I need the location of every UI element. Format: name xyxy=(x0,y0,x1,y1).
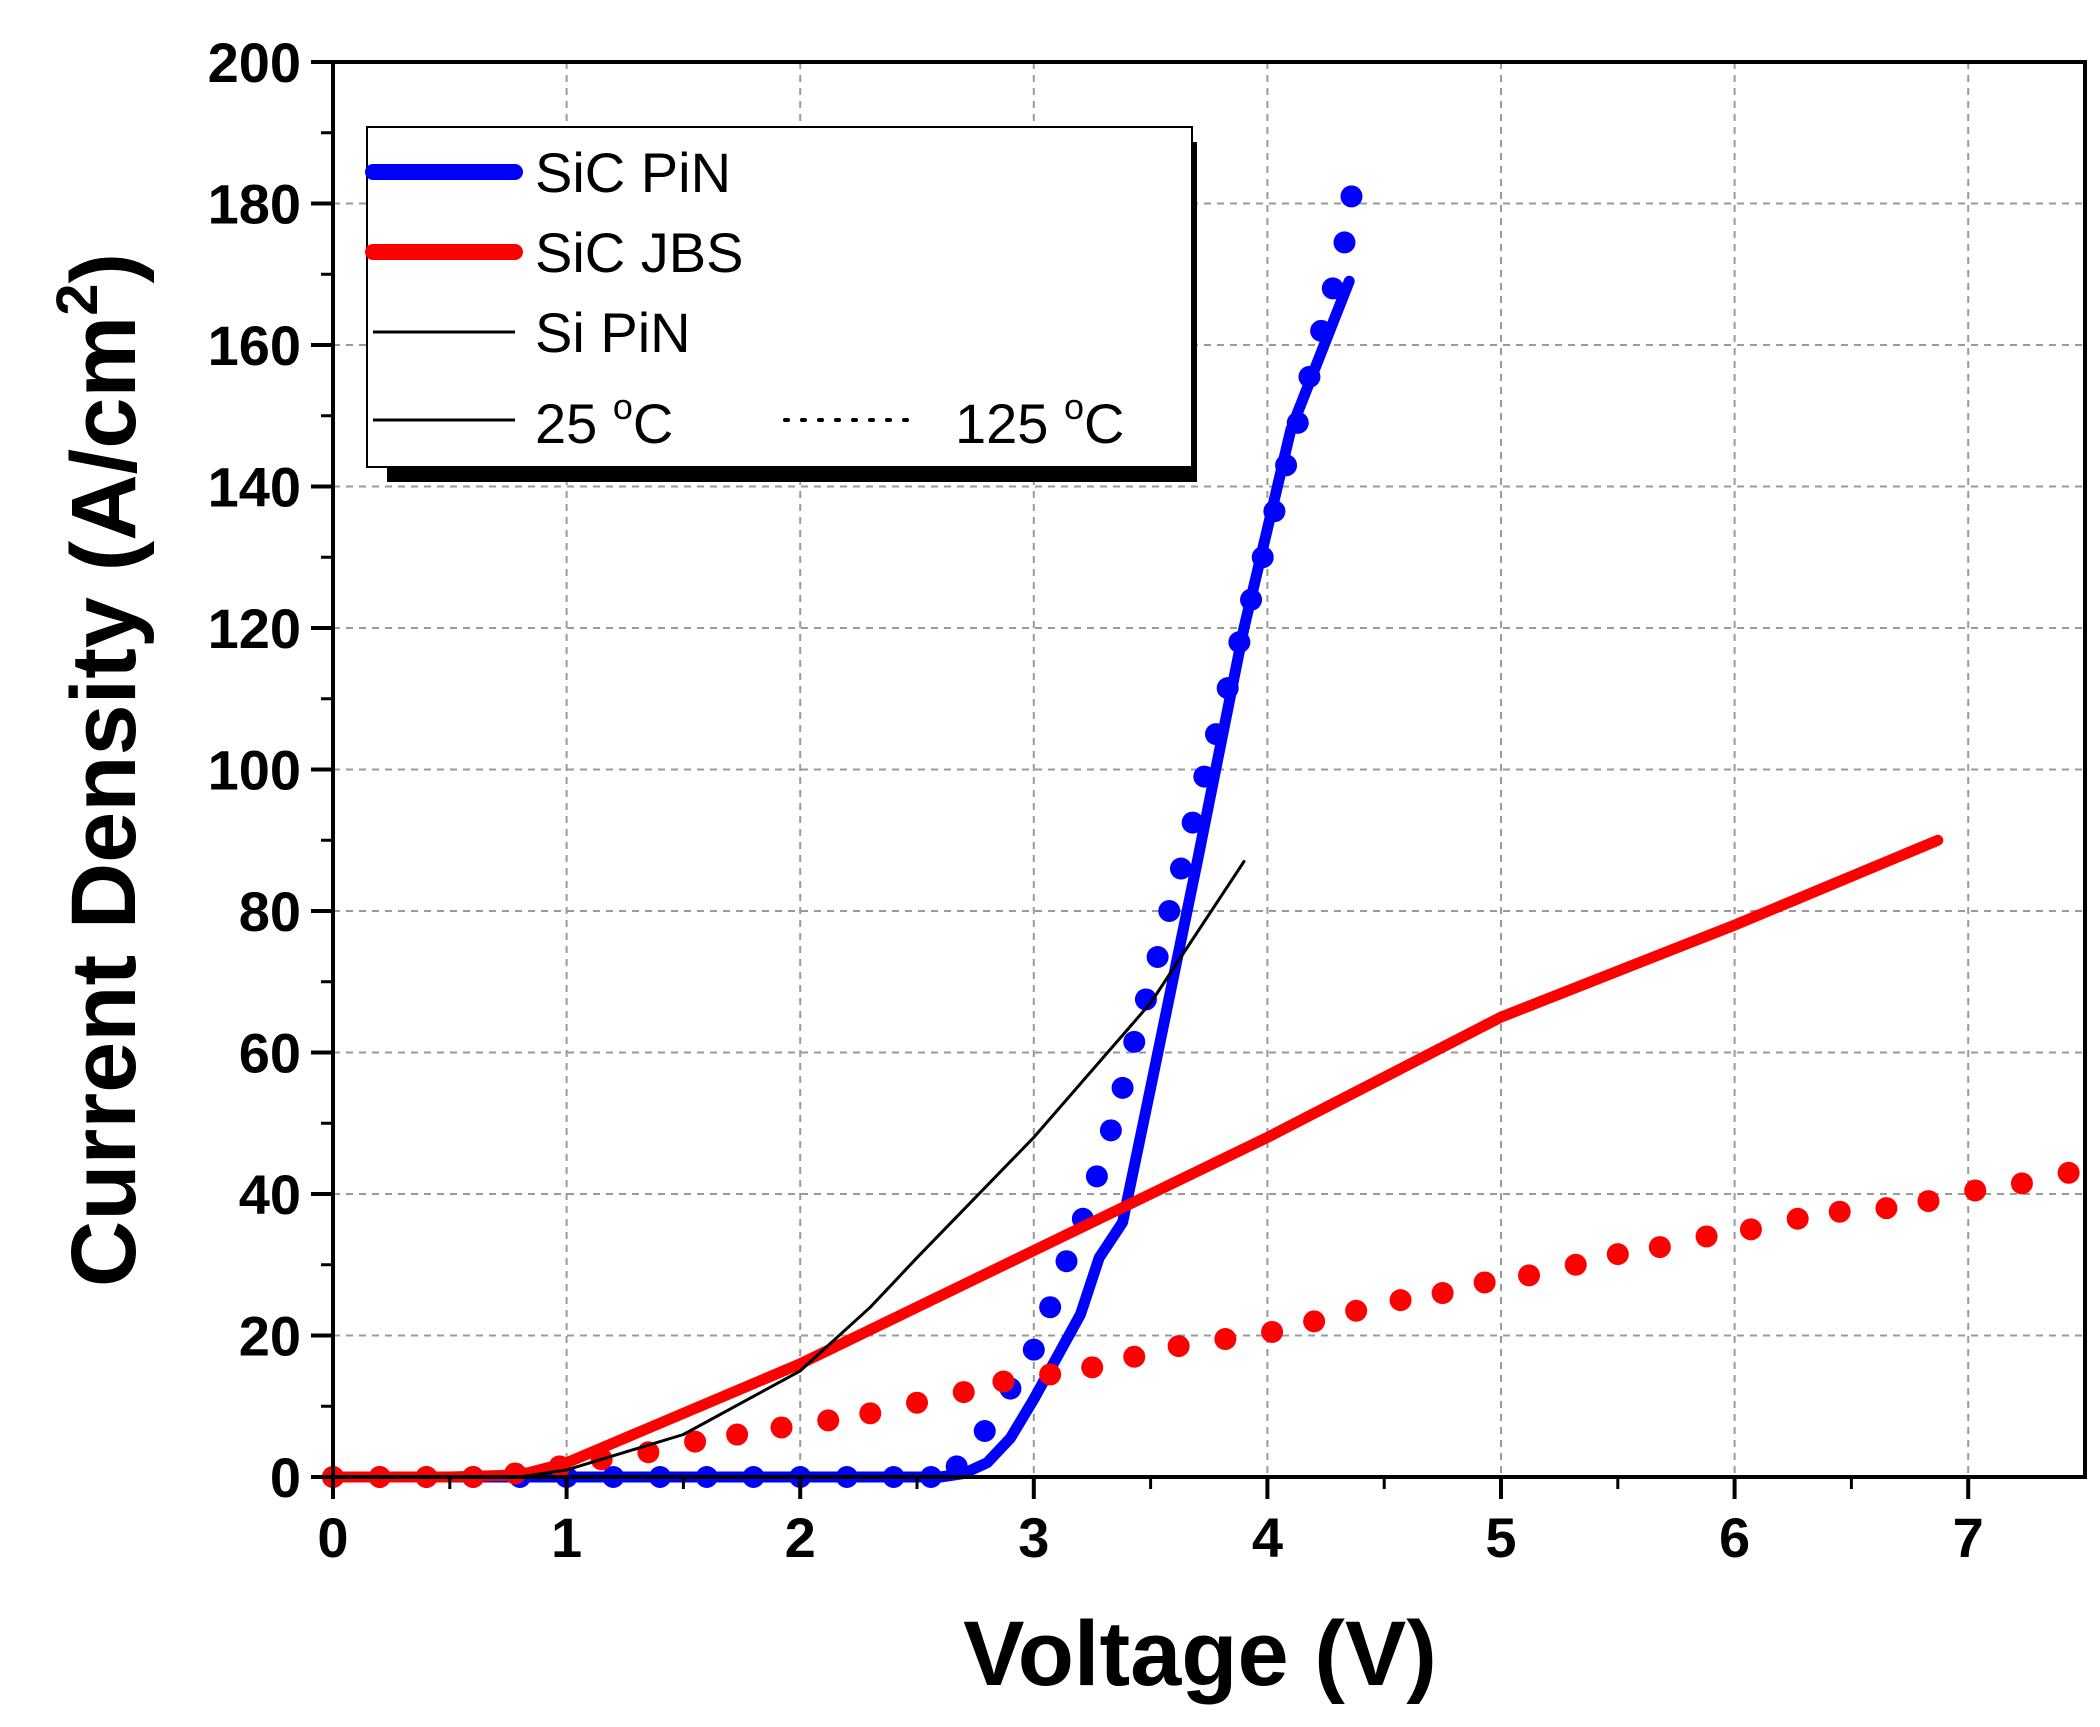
data-point xyxy=(1169,857,1192,880)
y-tick-label: 40 xyxy=(239,1163,301,1226)
data-point xyxy=(548,1455,571,1478)
data-point xyxy=(2057,1161,2080,1184)
data-point xyxy=(1739,1218,1762,1241)
data-point xyxy=(1917,1190,1940,1213)
data-point xyxy=(1123,1345,1146,1368)
x-tick-label: 5 xyxy=(1485,1506,1516,1569)
data-point xyxy=(1564,1253,1587,1276)
legend-label-25c: 25 oC xyxy=(535,386,673,455)
legend: SiC PiN SiC JBS Si PiN 25 oC 125 oC xyxy=(365,126,1197,482)
axis-ticks: 0 1 2 3 4 5 6 7 0 20 40 60 80 100 120 140 160 180 200 xyxy=(208,31,1984,1569)
data-point xyxy=(1146,945,1169,968)
data-point xyxy=(684,1430,707,1453)
data-point xyxy=(1875,1197,1898,1220)
data-point xyxy=(1431,1282,1454,1305)
data-point xyxy=(1111,1076,1134,1099)
data-point xyxy=(1321,277,1344,300)
data-point xyxy=(1039,1296,1062,1319)
series-sic-jbs-125-c xyxy=(322,1161,2080,1488)
y-tick-label: 60 xyxy=(239,1022,301,1085)
data-point xyxy=(1648,1236,1671,1259)
data-point xyxy=(1099,1119,1122,1142)
data-point xyxy=(1275,454,1298,477)
data-point xyxy=(1333,231,1356,254)
data-point xyxy=(992,1370,1015,1393)
data-point xyxy=(1518,1264,1541,1287)
series-line-si-pin-25-c xyxy=(331,860,1246,1479)
x-tick-label: 3 xyxy=(1018,1506,1049,1569)
legend-box xyxy=(366,126,1193,468)
data-point xyxy=(1606,1243,1629,1266)
y-tick-label: 200 xyxy=(208,31,301,94)
x-tick-label: 6 xyxy=(1719,1506,1750,1569)
data-point xyxy=(1193,765,1216,788)
data-point xyxy=(1081,1356,1104,1379)
data-point xyxy=(906,1391,928,1414)
data-point xyxy=(1251,546,1274,569)
data-point xyxy=(817,1409,840,1432)
legend-label-sic-jbs: SiC JBS xyxy=(535,221,744,284)
x-tick-label: 2 xyxy=(785,1506,816,1569)
data-point xyxy=(726,1423,749,1446)
x-tick-label: 7 xyxy=(1953,1506,1984,1569)
data-point xyxy=(952,1381,975,1404)
data-point xyxy=(1214,1328,1237,1351)
data-point xyxy=(1216,677,1239,700)
y-tick-label: 160 xyxy=(208,314,301,377)
data-point xyxy=(1022,1338,1045,1361)
data-point xyxy=(973,1420,996,1443)
data-point xyxy=(1828,1200,1851,1223)
y-axis-title: Current Density (A/cm2) xyxy=(45,253,155,1287)
data-point xyxy=(859,1402,882,1425)
series-sic-pin-125-c xyxy=(322,185,1363,1488)
data-point xyxy=(1240,588,1263,611)
data-point xyxy=(1695,1225,1718,1248)
data-point xyxy=(1123,1030,1146,1053)
data-point xyxy=(2010,1172,2033,1195)
data-point xyxy=(945,1455,968,1478)
data-point xyxy=(1134,988,1157,1011)
data-point xyxy=(1298,365,1321,388)
legend-label-125c: 125 oC xyxy=(955,386,1124,455)
data-point xyxy=(1303,1310,1326,1333)
data-point xyxy=(1228,631,1251,654)
data-point xyxy=(1085,1165,1108,1188)
data-point xyxy=(504,1462,527,1485)
y-tick-label: 140 xyxy=(208,456,301,519)
data-point xyxy=(1055,1250,1078,1273)
data-point xyxy=(1261,1320,1284,1343)
y-tick-label: 20 xyxy=(239,1305,301,1368)
legend-label-sic-pin: SiC PiN xyxy=(535,141,731,204)
data-point xyxy=(1039,1363,1062,1386)
x-tick-label: 1 xyxy=(551,1506,582,1569)
data-point xyxy=(1964,1179,1987,1202)
data-point xyxy=(1181,811,1204,834)
data-point xyxy=(1340,185,1363,208)
x-tick-label: 4 xyxy=(1252,1506,1283,1569)
y-tick-label: 100 xyxy=(208,739,301,802)
data-point xyxy=(1286,411,1309,434)
data-point xyxy=(1205,723,1228,746)
data-point xyxy=(1786,1207,1809,1230)
data-point xyxy=(1263,500,1286,523)
x-axis-title: Voltage (V) xyxy=(963,1603,1437,1705)
y-tick-label: 180 xyxy=(208,173,301,236)
x-tick-label: 0 xyxy=(317,1506,348,1569)
data-point xyxy=(1158,900,1181,922)
legend-label-si-pin: Si PiN xyxy=(535,301,691,364)
data-point xyxy=(1345,1299,1368,1322)
data-point xyxy=(1473,1271,1496,1294)
data-point xyxy=(770,1416,793,1439)
y-tick-label: 80 xyxy=(239,880,301,943)
data-point xyxy=(1167,1335,1190,1358)
data-point xyxy=(1389,1289,1412,1312)
y-tick-label: 120 xyxy=(208,597,301,660)
data-point xyxy=(1310,319,1333,342)
y-tick-label: 0 xyxy=(270,1446,301,1509)
